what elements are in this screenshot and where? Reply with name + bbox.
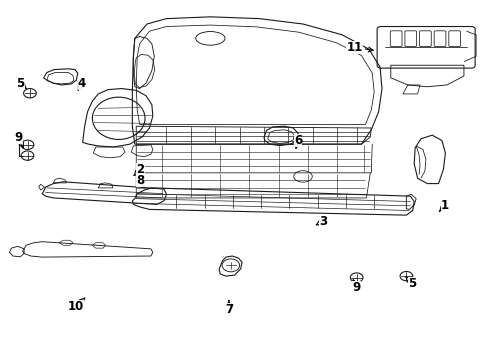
Text: 1: 1 — [438, 199, 448, 212]
Text: 2: 2 — [134, 163, 144, 176]
Text: 7: 7 — [224, 301, 232, 316]
Text: 10: 10 — [68, 298, 85, 313]
Text: 3: 3 — [316, 215, 327, 228]
Text: 9: 9 — [14, 131, 23, 148]
Text: 8: 8 — [136, 174, 144, 186]
Text: 5: 5 — [16, 77, 26, 90]
Text: 6: 6 — [293, 134, 302, 148]
Text: 9: 9 — [351, 280, 360, 294]
Text: 4: 4 — [78, 77, 86, 90]
Text: 5: 5 — [405, 277, 415, 291]
Text: 11: 11 — [346, 41, 372, 54]
